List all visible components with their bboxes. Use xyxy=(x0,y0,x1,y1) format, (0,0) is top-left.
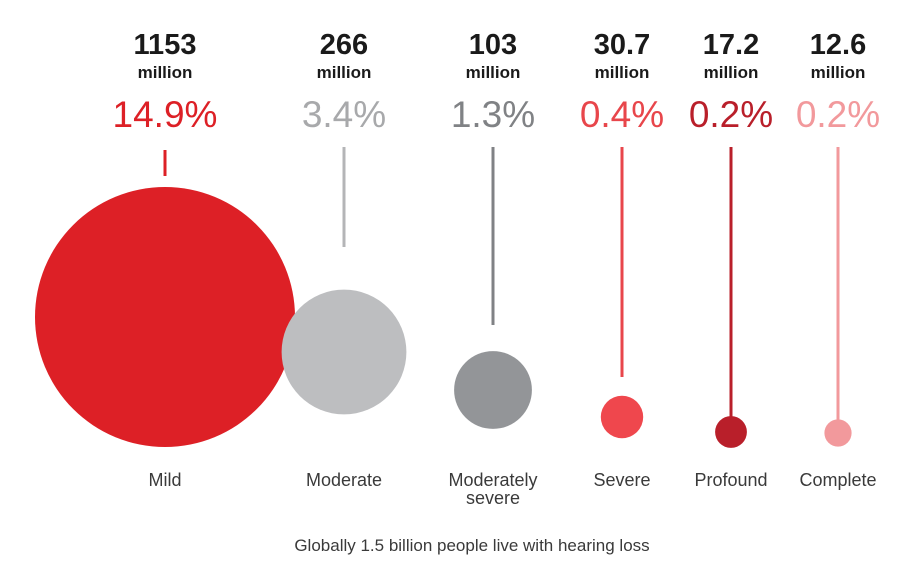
category-label-moderate: Moderate xyxy=(306,470,382,490)
category-label-complete: Complete xyxy=(799,470,876,490)
category-label-mild: Mild xyxy=(148,470,181,490)
category-label-profound: Profound xyxy=(694,470,767,490)
bubble-profound xyxy=(715,416,747,448)
percent-value-mild: 14.9% xyxy=(113,94,218,135)
count-unit-moderately-severe: million xyxy=(466,63,521,82)
leader-lines-layer xyxy=(163,147,840,420)
percent-value-moderately-severe: 1.3% xyxy=(451,94,535,135)
count-unit-severe: million xyxy=(595,63,650,82)
count-unit-complete: million xyxy=(811,63,866,82)
bubble-mild xyxy=(35,187,295,447)
percent-value-profound: 0.2% xyxy=(689,94,773,135)
bubble-severe xyxy=(600,395,644,439)
percent-value-complete: 0.2% xyxy=(796,94,880,135)
percent-value-severe: 0.4% xyxy=(580,94,664,135)
chart-caption: Globally 1.5 billion people live with he… xyxy=(294,536,649,555)
bubble-complete xyxy=(824,419,852,447)
bubble-moderately-severe xyxy=(454,351,532,429)
count-unit-profound: million xyxy=(704,63,759,82)
category-label-moderately-severe: Moderately xyxy=(448,470,537,490)
count-value-complete: 12.6 xyxy=(810,29,866,61)
count-value-profound: 17.2 xyxy=(703,29,759,61)
count-unit-mild: million xyxy=(138,63,193,82)
category-label-severe: Severe xyxy=(593,470,650,490)
count-unit-moderate: million xyxy=(317,63,372,82)
category-label-moderately-severe: severe xyxy=(466,488,520,508)
percent-value-moderate: 3.4% xyxy=(302,94,386,135)
count-value-moderately-severe: 103 xyxy=(469,29,517,61)
bubbles-layer xyxy=(35,187,852,448)
count-value-mild: 1153 xyxy=(134,29,197,61)
labels-layer: 1153 million 14.9% Mild 266 million 3.4% Modera… xyxy=(113,29,881,508)
count-value-severe: 30.7 xyxy=(594,29,650,61)
count-value-moderate: 266 xyxy=(320,29,368,61)
bubble-moderate xyxy=(281,289,407,415)
